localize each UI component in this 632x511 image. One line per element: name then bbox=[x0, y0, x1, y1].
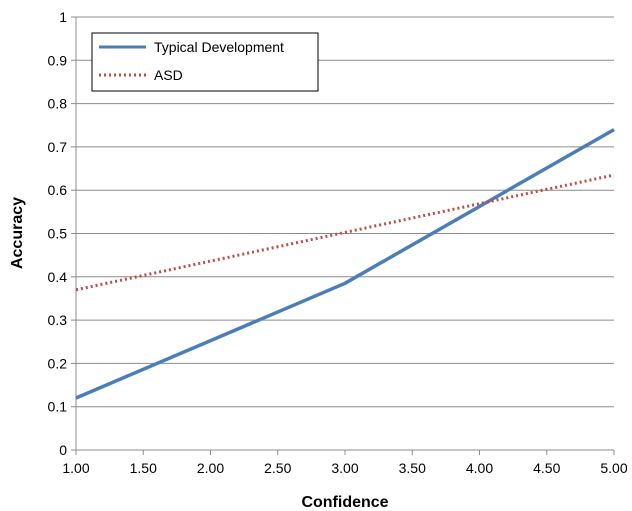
series-line-typical-development bbox=[75, 128, 615, 400]
y-tick-label: 0.3 bbox=[48, 312, 68, 328]
y-tick-label: 0.4 bbox=[48, 269, 68, 285]
y-tick-label: 0.6 bbox=[48, 182, 68, 198]
y-tick-label: 0.2 bbox=[48, 355, 68, 371]
x-tick-label: 1.00 bbox=[62, 460, 89, 476]
x-tick-label: 2.00 bbox=[197, 460, 224, 476]
x-tick-label: 4.00 bbox=[466, 460, 493, 476]
y-tick-label: 0.9 bbox=[48, 52, 68, 68]
y-axis-title: Accuracy bbox=[9, 197, 26, 269]
x-tick-label: 1.50 bbox=[130, 460, 157, 476]
y-tick-label: 0.8 bbox=[48, 96, 68, 112]
x-tick-label: 5.00 bbox=[600, 460, 627, 476]
legend-label-asd: ASD bbox=[154, 67, 183, 83]
x-tick-label: 3.00 bbox=[331, 460, 358, 476]
series-layer bbox=[75, 128, 615, 400]
y-tick-label: 1 bbox=[59, 9, 67, 25]
legend-label-typical-development: Typical Development bbox=[154, 39, 284, 55]
x-tick-labels: 1.00 1.50 2.00 2.50 3.00 3.50 4.00 4.50 5.00 bbox=[62, 460, 627, 476]
y-tick-labels: 0 0.1 0.2 0.3 0.4 0.5 0.6 0.7 0.8 0.9 1 bbox=[48, 9, 68, 458]
x-axis-title: Confidence bbox=[301, 494, 388, 511]
legend-box bbox=[91, 32, 319, 92]
legend: Typical Development ASD bbox=[91, 32, 319, 92]
grid-lines bbox=[71, 16, 615, 455]
axes bbox=[75, 17, 614, 451]
x-tick-label: 2.50 bbox=[264, 460, 291, 476]
x-tick-label: 4.50 bbox=[533, 460, 560, 476]
y-tick-label: 0 bbox=[59, 442, 67, 458]
x-tick-label: 3.50 bbox=[399, 460, 426, 476]
y-tick-label: 0.5 bbox=[48, 226, 68, 242]
series-line-asd bbox=[75, 173, 615, 292]
y-tick-label: 0.7 bbox=[48, 139, 68, 155]
y-tick-label: 0.1 bbox=[48, 399, 68, 415]
